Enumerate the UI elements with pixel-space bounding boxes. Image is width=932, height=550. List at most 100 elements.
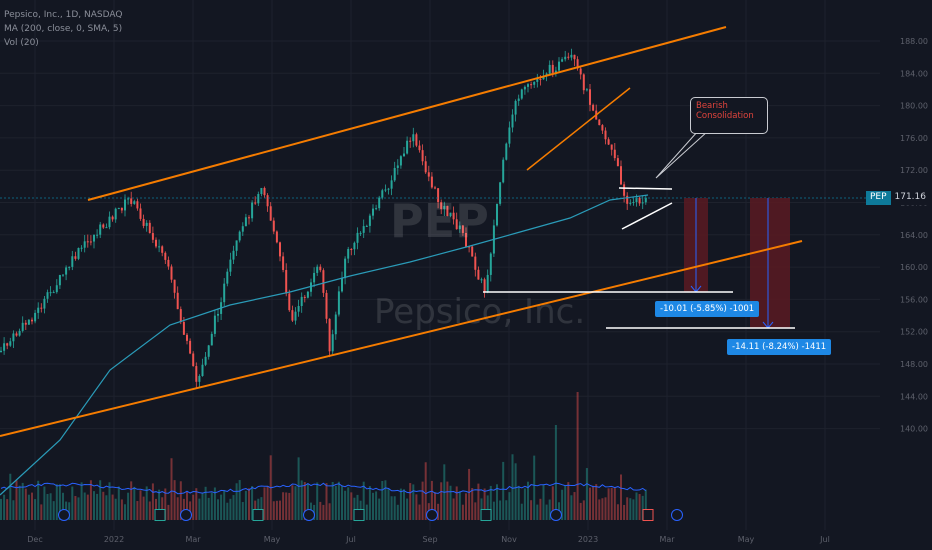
volume-bar — [37, 480, 40, 520]
price-tag-value: 171.16 — [890, 191, 930, 205]
candle-body — [248, 217, 250, 219]
volume-bar — [195, 488, 198, 520]
candle-body — [114, 208, 117, 220]
candle-body — [573, 54, 576, 60]
volume-bar — [403, 489, 405, 520]
candle-body — [186, 334, 188, 341]
volume-bar — [471, 488, 474, 520]
candle-body — [641, 202, 644, 204]
candle-body — [167, 259, 170, 267]
volume-bar — [114, 498, 117, 520]
volume-bar — [272, 501, 275, 520]
watermark-ticker: PEP — [390, 194, 489, 248]
legend-ma[interactable]: MA (200, close, 0, SMA, 5) — [4, 24, 123, 34]
volume-bar — [455, 486, 458, 520]
time-tick-label: 2022 — [104, 535, 124, 544]
candle-body — [517, 98, 520, 101]
volume-bar — [167, 504, 170, 520]
legend-volume[interactable]: Vol (20) — [4, 38, 39, 48]
candle-body — [613, 149, 616, 159]
candle-body — [179, 309, 182, 323]
callout-title: Bearish — [696, 101, 728, 111]
channel-lower-line[interactable] — [0, 240, 803, 437]
drawings[interactable] — [0, 26, 803, 437]
volume-bar — [3, 494, 6, 520]
volume-bar — [316, 482, 319, 520]
volume-bar — [579, 502, 582, 520]
candle-body — [195, 366, 198, 382]
volume-bar — [117, 486, 120, 520]
candle-body — [254, 202, 257, 204]
candle-body — [496, 203, 498, 226]
candle-body — [399, 156, 402, 166]
volume-bar — [409, 483, 412, 520]
dividend-icon — [180, 509, 192, 521]
volume-bar — [102, 491, 105, 520]
bearish-consolidation-callout[interactable]: Bearish Consolidation — [690, 97, 768, 134]
price-tick-label: 176.00 — [900, 134, 928, 143]
candle-body — [536, 78, 539, 82]
candle-body — [136, 201, 139, 209]
legend-symbol[interactable]: Pepsico, Inc., 1D, NASDAQ — [4, 10, 123, 20]
candle-body — [356, 232, 359, 243]
volume-bar — [412, 484, 415, 520]
volume-bar — [353, 497, 356, 520]
volume-bar — [644, 489, 647, 520]
time-axis[interactable]: Dec 2022 Mar May Jul Sep Nov 2023 Mar May Jul — [27, 535, 830, 544]
candle-body — [390, 180, 393, 189]
candle-body — [325, 292, 328, 319]
volume-bar — [6, 499, 9, 520]
candle-body — [313, 272, 316, 283]
candle-body — [570, 54, 573, 58]
candle-body — [539, 78, 542, 80]
volume-bar — [390, 496, 393, 520]
measure-label-2[interactable]: -14.11 (-8.24%) -1411 — [727, 339, 832, 355]
dividend-marker — [550, 509, 562, 521]
volume-bar — [415, 494, 418, 520]
candle-body — [406, 140, 409, 154]
volume-bar — [148, 501, 151, 520]
candle-body — [282, 256, 285, 270]
candle-body — [418, 145, 421, 151]
candle-body — [303, 296, 306, 298]
volume-bar — [223, 490, 226, 520]
candle-body — [226, 271, 229, 284]
candle-body — [133, 201, 136, 204]
volume-bar — [192, 494, 195, 520]
candle-body — [37, 307, 40, 313]
volume-bar — [477, 483, 480, 520]
candle-body — [387, 188, 390, 190]
volume-bar — [124, 504, 126, 520]
measure-label-1[interactable]: -10.01 (-5.85%) -1001 — [655, 301, 760, 317]
consolidation-top-line[interactable] — [618, 187, 673, 190]
volume-bar — [601, 498, 604, 520]
candle-body — [204, 356, 207, 365]
volume-bar — [207, 497, 210, 520]
volume-bar — [567, 482, 570, 520]
candle-body — [294, 311, 297, 321]
grid-lines — [0, 0, 880, 530]
volume-bar — [564, 485, 567, 520]
candle-body — [337, 291, 340, 315]
volume-bar — [260, 497, 263, 520]
chart-legend: Pepsico, Inc., 1D, NASDAQ MA (200, close… — [4, 8, 122, 50]
price-tick-label: 188.00 — [900, 37, 928, 46]
volume-bar — [511, 454, 514, 520]
candle-body — [9, 341, 12, 346]
channel-upper-line[interactable] — [87, 26, 727, 201]
price-tick-label: 152.00 — [900, 328, 928, 337]
candle-body — [15, 333, 18, 336]
candle-body — [213, 315, 216, 334]
candle-body — [582, 74, 585, 91]
consolidation-bottom-line[interactable] — [621, 202, 673, 230]
volume-bar — [328, 503, 331, 520]
candle-body — [102, 224, 105, 228]
candle-body — [306, 291, 309, 298]
candle-body — [350, 248, 353, 250]
candle-body — [241, 226, 244, 232]
dividend-icon — [426, 509, 438, 521]
candle-body — [319, 266, 322, 271]
wedge-trend-line[interactable] — [526, 87, 631, 171]
event-markers[interactable] — [58, 509, 683, 521]
